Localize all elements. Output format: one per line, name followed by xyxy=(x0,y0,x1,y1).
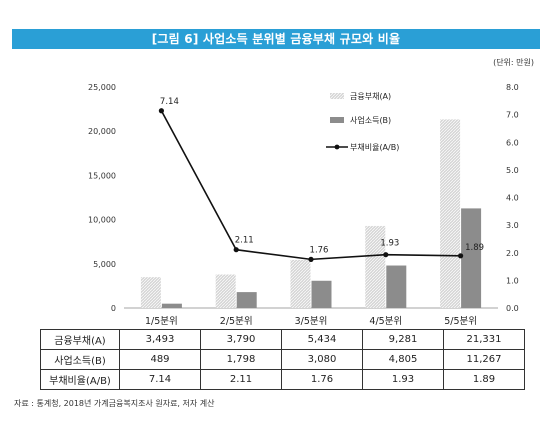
ratio-data-label: 1.76 xyxy=(310,245,329,255)
table-row: 사업소득(B) 489 1,798 3,080 4,805 11,267 xyxy=(40,349,525,370)
table-cell: 21,331 xyxy=(443,329,525,350)
y2-tick-label: 0.0 xyxy=(506,304,519,313)
ratio-data-label: 1.93 xyxy=(380,239,399,249)
y2-tick-label: 1.0 xyxy=(506,276,519,285)
y2-tick-label: 4.0 xyxy=(506,194,519,203)
x-tick-label: 2/5분위 xyxy=(220,315,253,327)
bar-income xyxy=(311,280,332,308)
unit-label: (단위: 만원) xyxy=(493,58,534,67)
y-tick-label: 10,000 xyxy=(88,216,116,225)
data-table: 금융부채(A) 3,493 3,790 5,434 9,281 21,331 사업소득(B)… xyxy=(40,329,525,390)
table-cell: 3,493 xyxy=(119,329,201,350)
table-cell: 11,267 xyxy=(443,349,525,370)
bar-debt xyxy=(440,119,461,308)
table-cell: 7.14 xyxy=(119,369,201,390)
ratio-point xyxy=(458,253,464,259)
y2-tick-label: 5.0 xyxy=(506,166,519,175)
ratio-data-label: 7.14 xyxy=(160,97,179,107)
table-row: 부채비율(A/B) 7.14 2.11 1.76 1.93 1.89 xyxy=(40,369,525,390)
y2-tick-label: 6.0 xyxy=(506,138,519,147)
table-cell: 5,434 xyxy=(281,329,363,350)
bar-income xyxy=(161,303,182,308)
y2-tick-label: 2.0 xyxy=(506,249,519,258)
y-tick-label: 5,000 xyxy=(93,260,116,269)
ratio-point xyxy=(308,256,314,262)
y2-tick-label: 8.0 xyxy=(506,83,519,92)
table-cell: 1.76 xyxy=(281,369,363,390)
x-tick-label: 4/5분위 xyxy=(369,315,402,327)
table-cell: 489 xyxy=(119,349,201,370)
bar-income xyxy=(386,265,407,308)
y2-tick-label: 7.0 xyxy=(506,111,519,120)
bar-debt xyxy=(215,274,236,308)
figure-title: [그림 6] 사업소득 분위별 금융부채 규모와 비율 xyxy=(12,29,540,49)
source-note: 자료 : 통계청, 2018년 가계금융복지조사 원자료, 저자 계산 xyxy=(14,399,215,408)
ratio-line xyxy=(160,110,461,261)
x-tick-label: 3/5분위 xyxy=(295,315,328,327)
bar-debt xyxy=(140,277,161,308)
x-tick-label: 5/5분위 xyxy=(444,315,477,327)
chart-bars xyxy=(140,119,482,308)
ratio-point xyxy=(233,247,239,253)
chart-axes: 0 5,000 10,000 15,000 20,000 25,000 0.0 1.0 2.0 3… xyxy=(88,83,519,327)
chart-legend: 금융부채(A) 사업소득(B) 부채비율(A/B) xyxy=(326,91,399,152)
bar-income xyxy=(461,208,482,308)
y-tick-label: 15,000 xyxy=(88,171,116,180)
ratio-data-label: 2.11 xyxy=(235,236,254,246)
table-cell: 1.89 xyxy=(443,369,525,390)
x-tick-label: 1/5분위 xyxy=(145,315,178,327)
table-row-label: 사업소득(B) xyxy=(40,349,120,370)
table-cell: 9,281 xyxy=(362,329,444,350)
legend-label-debt: 금융부채(A) xyxy=(350,91,391,101)
legend-marker-ratio xyxy=(334,144,340,150)
y-tick-label: 20,000 xyxy=(88,127,116,136)
bar-debt xyxy=(290,259,311,308)
table-cell: 2.11 xyxy=(200,369,282,390)
chart-line: 7.14 2.11 1.76 1.93 1.89 xyxy=(158,97,484,262)
table-row-label: 부채비율(A/B) xyxy=(40,369,120,390)
table-cell: 1,798 xyxy=(200,349,282,370)
legend-swatch-income xyxy=(330,117,344,123)
table-cell: 3,790 xyxy=(200,329,282,350)
table-cell: 4,805 xyxy=(362,349,444,370)
y-tick-label: 25,000 xyxy=(88,83,116,92)
legend-label-ratio: 부채비율(A/B) xyxy=(350,142,399,152)
bar-debt xyxy=(365,225,386,308)
table-cell: 3,080 xyxy=(281,349,363,370)
ratio-point xyxy=(158,108,164,114)
ratio-data-label: 1.89 xyxy=(465,243,484,253)
table-row: 금융부채(A) 3,493 3,790 5,434 9,281 21,331 xyxy=(40,329,525,350)
bar-income xyxy=(236,292,257,308)
table-cell: 1.93 xyxy=(362,369,444,390)
table-row-label: 금융부채(A) xyxy=(40,329,120,350)
ratio-point xyxy=(383,252,389,258)
y2-tick-label: 3.0 xyxy=(506,221,519,230)
legend-label-income: 사업소득(B) xyxy=(350,116,391,125)
legend-swatch-debt xyxy=(330,93,344,99)
y-tick-label: 0 xyxy=(111,304,116,313)
